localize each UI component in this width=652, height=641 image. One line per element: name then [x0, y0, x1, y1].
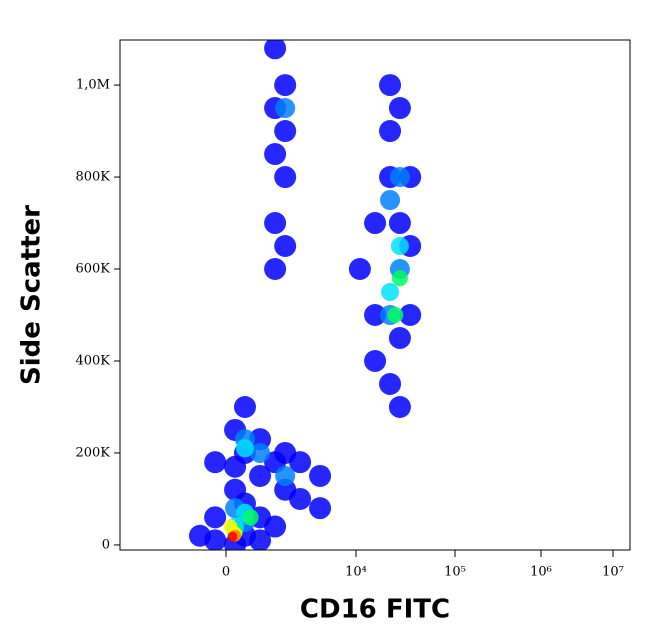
y-tick-label: 400K	[75, 353, 110, 368]
event-point	[387, 307, 404, 324]
event-point	[379, 120, 402, 143]
y-tick-label: 600K	[75, 262, 110, 277]
event-point	[309, 464, 332, 487]
x-tick-label: 10⁶	[530, 565, 552, 580]
event-point	[233, 395, 256, 418]
event-point	[348, 258, 371, 281]
event-point	[249, 529, 272, 550]
event-point	[309, 497, 332, 520]
event-point	[289, 451, 312, 474]
y-tick-label: 0	[102, 537, 110, 552]
event-point	[275, 465, 296, 486]
event-point	[274, 235, 297, 258]
event-point	[275, 98, 296, 119]
x-tick-label: 0	[222, 565, 230, 580]
y-tick-label: 800K	[75, 170, 110, 185]
y-tick-label: 200K	[75, 445, 110, 460]
event-point	[274, 120, 297, 143]
x-tick-label: 10⁵	[444, 565, 466, 580]
event-point	[289, 487, 312, 510]
event-point	[264, 143, 287, 166]
event-point	[250, 442, 271, 463]
event-point	[388, 326, 411, 349]
y-axis-title: Side Scatter	[17, 205, 47, 385]
event-point	[204, 506, 227, 529]
event-point	[264, 40, 287, 60]
event-point	[380, 190, 401, 211]
y-tick-label: 1,0M	[76, 78, 110, 93]
event-point	[389, 167, 410, 188]
plot-frame	[119, 39, 631, 551]
event-point	[364, 212, 387, 235]
event-point	[204, 451, 227, 474]
x-tick-label: 10⁷	[602, 565, 624, 580]
event-point	[227, 531, 238, 542]
event-point	[224, 455, 247, 478]
event-point	[391, 270, 408, 287]
event-point	[364, 349, 387, 372]
event-point	[388, 395, 411, 418]
plot-area	[188, 40, 422, 550]
event-point	[274, 166, 297, 189]
event-point	[264, 515, 287, 538]
event-point	[204, 529, 227, 550]
event-point	[264, 212, 287, 235]
event-point	[364, 304, 387, 327]
event-point	[381, 283, 400, 302]
event-point	[388, 97, 411, 120]
event-point	[242, 509, 259, 526]
event-point	[274, 74, 297, 97]
event-point	[388, 212, 411, 235]
event-point	[264, 258, 287, 281]
event-point	[390, 237, 409, 256]
event-point	[235, 439, 254, 458]
event-point	[249, 464, 272, 487]
event-point	[379, 372, 402, 395]
x-tick-label: 10⁴	[345, 565, 367, 580]
event-point	[399, 304, 422, 327]
event-point	[379, 74, 402, 97]
x-axis-title: CD16 FITC	[300, 595, 450, 625]
